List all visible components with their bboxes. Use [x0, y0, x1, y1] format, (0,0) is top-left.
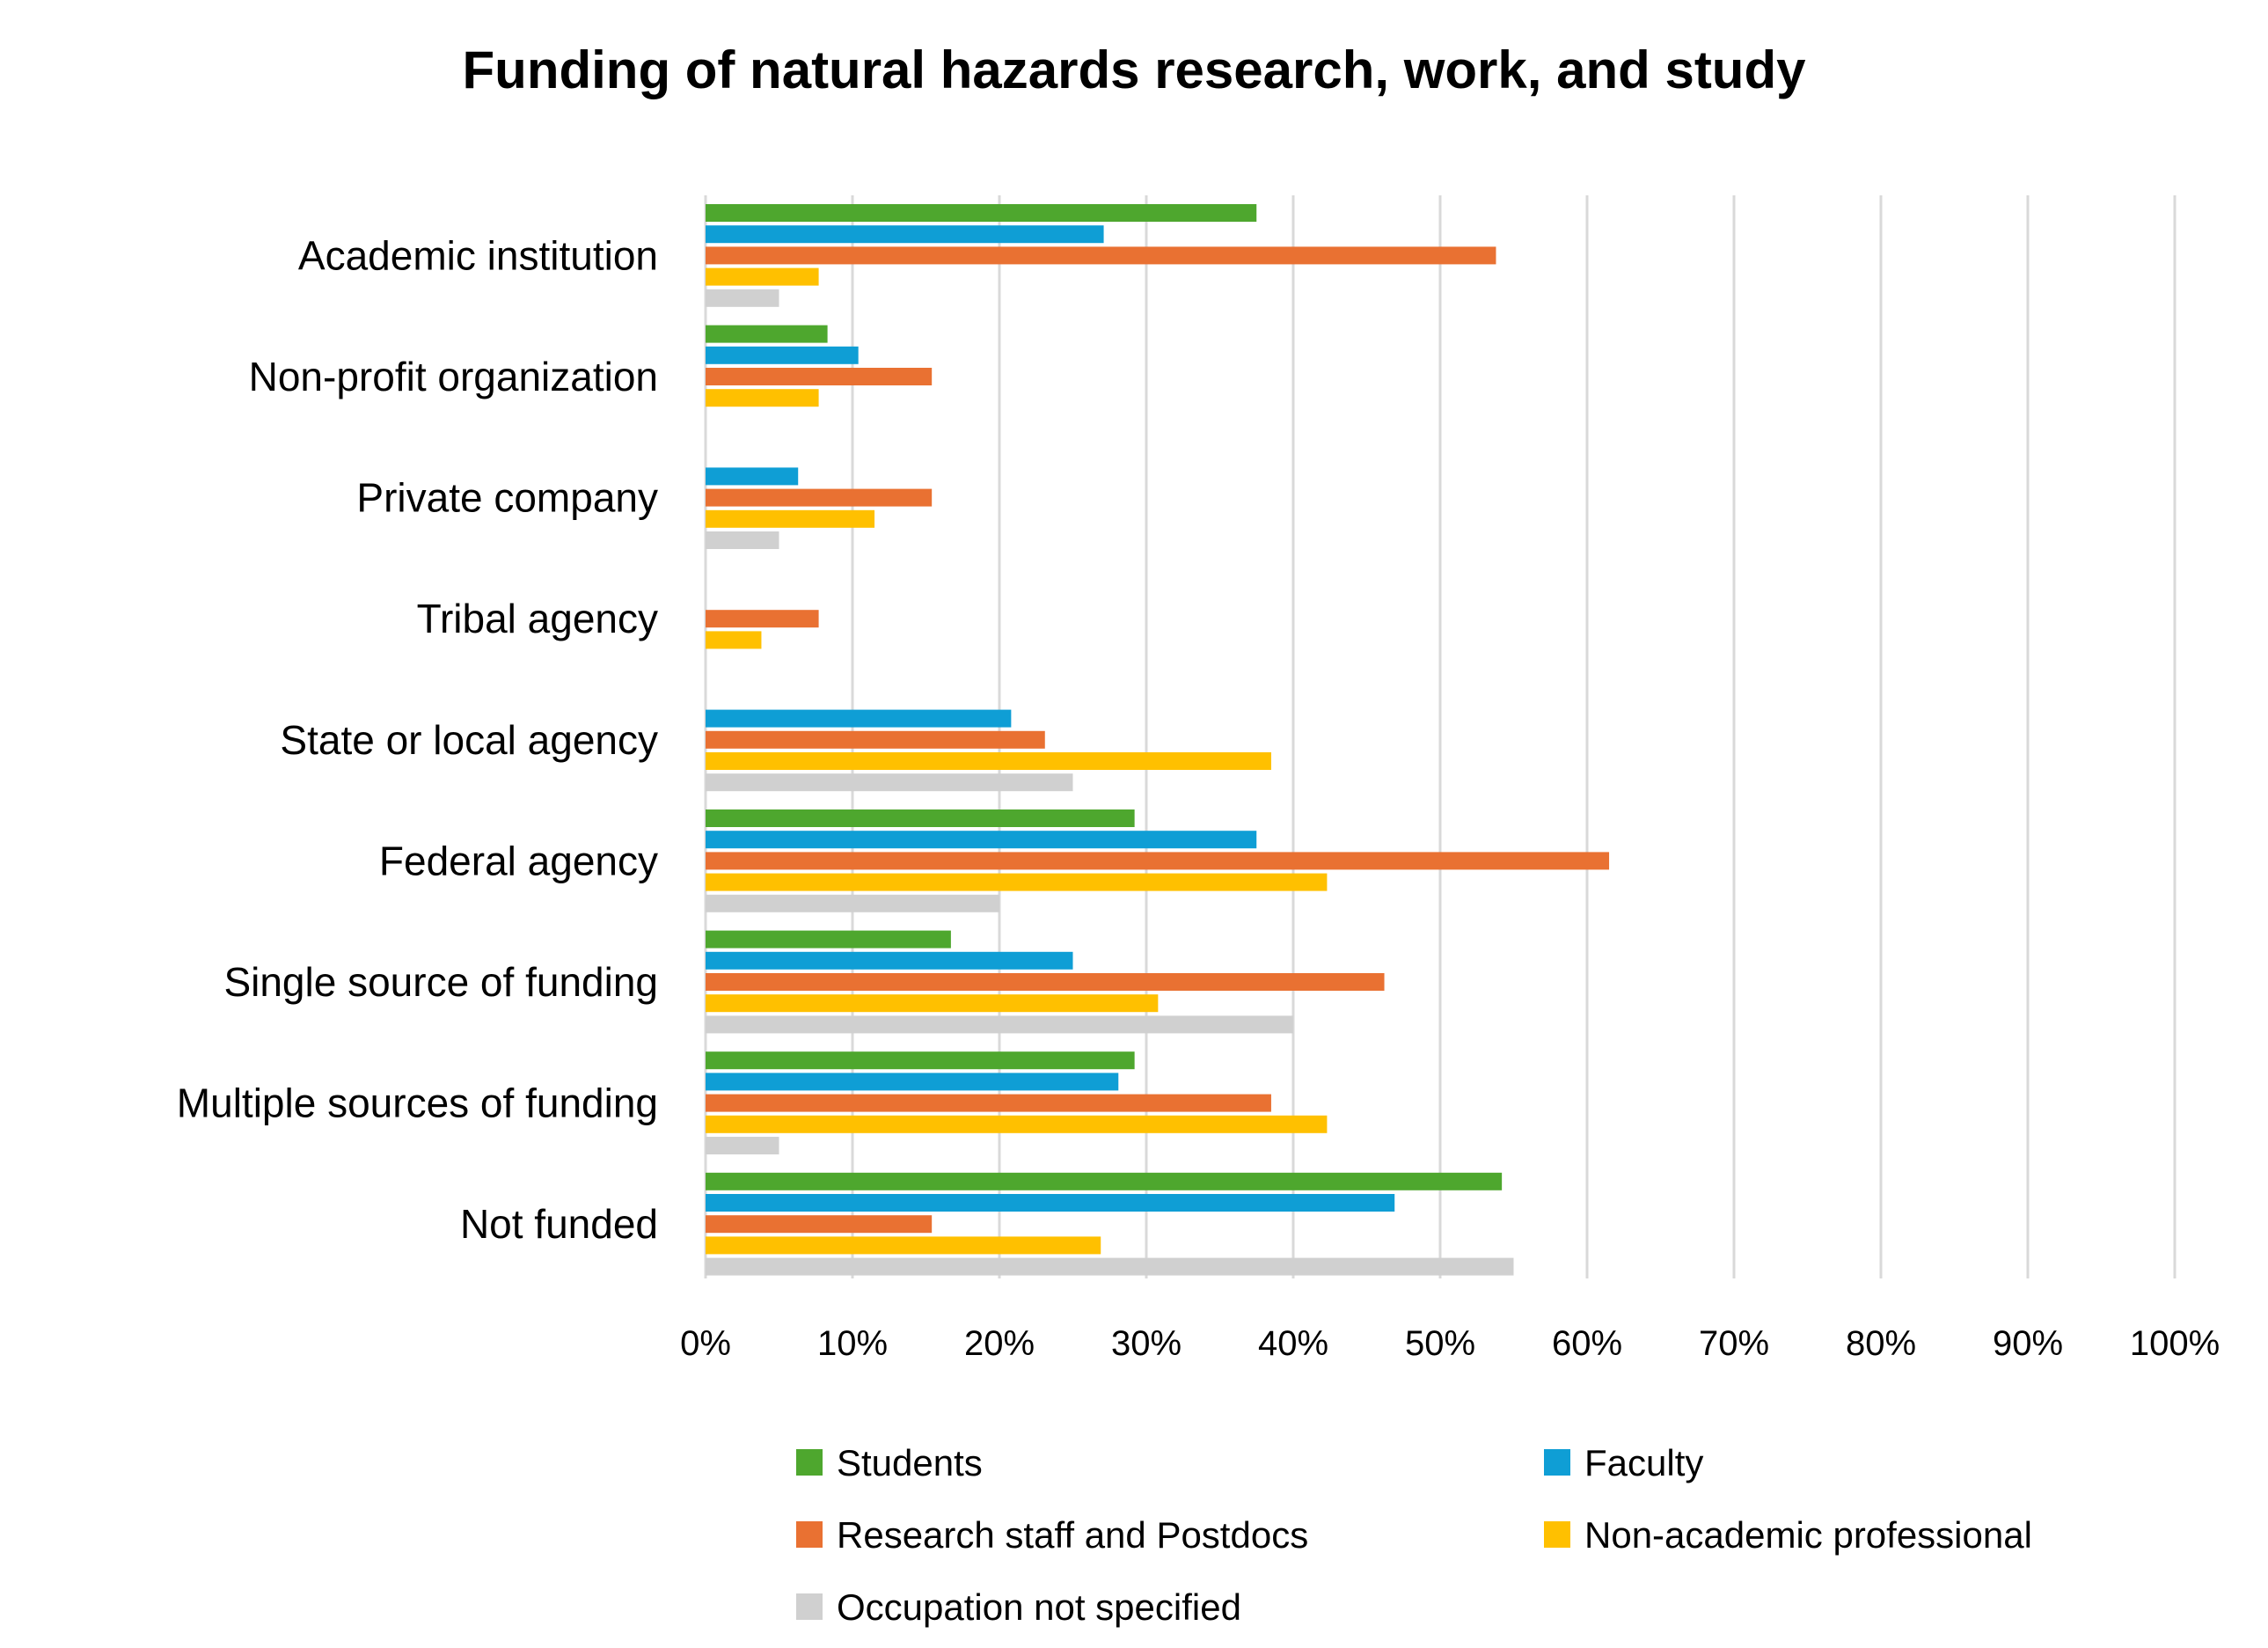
bar [706, 1257, 1514, 1276]
legend-swatch [796, 1521, 823, 1548]
bar [706, 509, 875, 528]
legend-entry: Non-academic professional [1544, 1514, 2032, 1556]
legend-label: Non-academic professional [1584, 1514, 2032, 1556]
category-label: Non-profit organization [249, 354, 658, 399]
bar [706, 752, 1271, 770]
x-tick-label: 90% [1993, 1324, 2063, 1363]
category-label: Academic institution [298, 232, 658, 278]
bar [706, 994, 1159, 1013]
bar [706, 930, 951, 949]
legend-entry: Students [796, 1442, 983, 1483]
bar [706, 1073, 1119, 1091]
bar [706, 325, 828, 343]
legend-entry: Occupation not specified [796, 1586, 1241, 1628]
bar [706, 289, 779, 307]
legend-label: Occupation not specified [837, 1586, 1241, 1628]
bar [706, 951, 1073, 970]
bar [706, 831, 1257, 849]
legend-label: Students [837, 1442, 983, 1483]
category-labels: Academic institution Non-profit organizat… [177, 232, 658, 1247]
legend-swatch [1544, 1521, 1570, 1548]
category-label: Not funded [460, 1201, 658, 1247]
bar [706, 631, 762, 649]
bar [706, 1137, 779, 1154]
x-tick-labels: 0% 10% 20% 30% 40% 50% 60% 70% 80% 90% 100% [680, 1324, 2220, 1363]
bar [706, 852, 1610, 870]
bar [706, 809, 1135, 827]
x-tick-label: 40% [1258, 1324, 1328, 1363]
legend-label: Research staff and Postdocs [837, 1514, 1308, 1556]
bar [706, 773, 1073, 792]
x-tick-label: 60% [1552, 1324, 1622, 1363]
bar [706, 1194, 1395, 1212]
bar [706, 467, 799, 486]
bar [706, 1094, 1271, 1112]
bar [706, 730, 1045, 749]
bar [706, 389, 819, 407]
x-tick-label: 100% [2130, 1324, 2220, 1363]
category-label: Multiple sources of funding [177, 1080, 658, 1126]
bar [706, 488, 933, 507]
legend-entry: Faculty [1544, 1442, 1703, 1483]
legend: Students Faculty Research staff and Postdo… [796, 1442, 2032, 1628]
bar [706, 531, 779, 549]
bar [706, 610, 819, 628]
bar [706, 246, 1496, 265]
bar [706, 894, 999, 912]
bar [706, 225, 1104, 244]
category-label: State or local agency [280, 717, 658, 763]
bar [706, 368, 933, 385]
x-tick-label: 80% [1846, 1324, 1916, 1363]
x-tick-label: 20% [964, 1324, 1035, 1363]
category-label: Federal agency [379, 838, 658, 883]
x-tick-label: 50% [1405, 1324, 1475, 1363]
x-tick-label: 10% [817, 1324, 888, 1363]
legend-swatch [796, 1593, 823, 1620]
category-label: Tribal agency [417, 596, 658, 641]
category-label: Single source of funding [223, 959, 658, 1005]
category-label: Private company [356, 475, 658, 521]
legend-entry: Research staff and Postdocs [796, 1514, 1308, 1556]
bar [706, 1115, 1328, 1133]
legend-swatch [796, 1449, 823, 1476]
bar [706, 1215, 933, 1234]
x-tick-label: 70% [1699, 1324, 1769, 1363]
bar [706, 1051, 1135, 1070]
bar [706, 267, 819, 286]
bar [706, 1015, 1293, 1034]
legend-swatch [1544, 1449, 1570, 1476]
bar [706, 346, 859, 364]
x-tick-label: 0% [680, 1324, 731, 1363]
chart-title: Funding of natural hazards research, wor… [463, 40, 1807, 99]
x-tick-label: 30% [1111, 1324, 1182, 1363]
bar [706, 873, 1328, 891]
bar [706, 1236, 1101, 1255]
bar [706, 1172, 1503, 1190]
bar [706, 709, 1012, 728]
legend-label: Faculty [1584, 1442, 1703, 1483]
bars [706, 204, 1610, 1276]
bar [706, 204, 1257, 222]
bar [706, 973, 1385, 991]
